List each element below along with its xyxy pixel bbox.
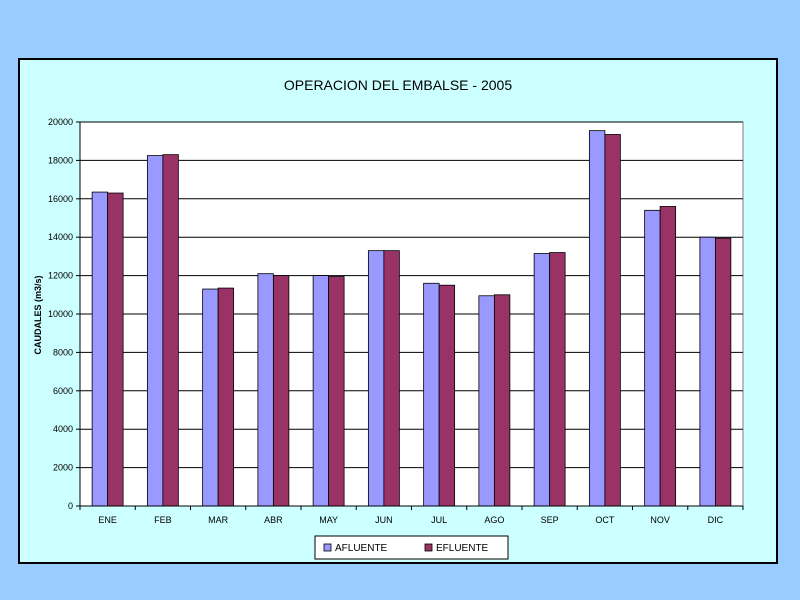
x-tick-label: FEB — [154, 515, 172, 525]
y-tick-label: 14000 — [48, 232, 73, 242]
chart-title: OPERACION DEL EMBALSE - 2005 — [284, 77, 512, 93]
y-tick-label: 16000 — [48, 194, 73, 204]
chart-frame: OPERACION DEL EMBALSE - 2005 CAUDALES (m… — [18, 58, 778, 564]
bar-efluente-may — [328, 276, 345, 507]
bar-afluente-abr — [257, 273, 274, 507]
x-tick-label: DIC — [708, 515, 724, 525]
x-tick-label: JUN — [375, 515, 393, 525]
x-tick-label: MAR — [208, 515, 229, 525]
x-tick-label: OCT — [595, 515, 615, 525]
bar-afluente-mar — [202, 288, 219, 507]
legend-swatch-efluente — [424, 543, 433, 552]
bar-efluente-jun — [383, 250, 400, 507]
legend-box — [314, 535, 509, 560]
bar-afluente-ago — [478, 295, 495, 507]
bar-afluente-jul — [423, 282, 440, 507]
x-tick-label: ENE — [98, 515, 117, 525]
y-tick-label: 20000 — [48, 117, 73, 127]
y-tick-label: 18000 — [48, 155, 73, 165]
bar-afluente-nov — [644, 209, 661, 507]
legend-label-afluente: AFLUENTE — [335, 543, 388, 554]
bar-afluente-may — [312, 275, 330, 507]
bar-efluente-ene — [107, 192, 124, 507]
bar-efluente-abr — [272, 275, 290, 507]
y-tick-label: 0 — [68, 501, 73, 511]
x-tick-label: MAY — [319, 515, 338, 525]
x-tick-label: SEP — [541, 515, 559, 525]
plot-area: 0 2000 4000 6000 8000 10000 12000 14000 16000 180… — [48, 117, 744, 525]
bar-efluente-oct — [604, 134, 621, 507]
bar-efluente-ago — [493, 294, 511, 507]
bar-efluente-jul — [438, 284, 456, 507]
x-tick-label: AGO — [484, 515, 504, 525]
y-tick-label: 2000 — [53, 463, 73, 473]
legend: AFLUENTE EFLUENTE — [314, 535, 509, 560]
bar-efluente-nov — [659, 206, 677, 507]
y-tick-label: 10000 — [48, 309, 73, 319]
bar-efluente-feb — [162, 154, 179, 507]
bar-efluente-sep — [549, 252, 566, 507]
legend-swatch-afluente — [323, 543, 332, 552]
bar-efluente-dic — [714, 237, 732, 507]
bar-afluente-dic — [699, 236, 716, 507]
bar-efluente-mar — [217, 287, 235, 507]
bar-afluente-oct — [588, 130, 606, 507]
y-tick-label: 6000 — [53, 386, 73, 396]
bar-afluente-sep — [533, 253, 551, 507]
bar-afluente-feb — [146, 155, 164, 507]
y-tick-label: 8000 — [53, 347, 73, 357]
legend-label-efluente: EFLUENTE — [436, 543, 489, 554]
x-tick-label: NOV — [650, 515, 670, 525]
y-tick-label: 4000 — [53, 424, 73, 434]
y-axis-label: CAUDALES (m3/s) — [33, 275, 43, 354]
y-tick-label: 12000 — [48, 271, 73, 281]
x-tick-label: JUL — [431, 515, 447, 525]
bar-afluente-jun — [367, 250, 385, 507]
x-tick-label: ABR — [264, 515, 283, 525]
bar-afluente-ene — [91, 191, 109, 507]
chart-svg: OPERACION DEL EMBALSE - 2005 CAUDALES (m… — [33, 77, 744, 560]
